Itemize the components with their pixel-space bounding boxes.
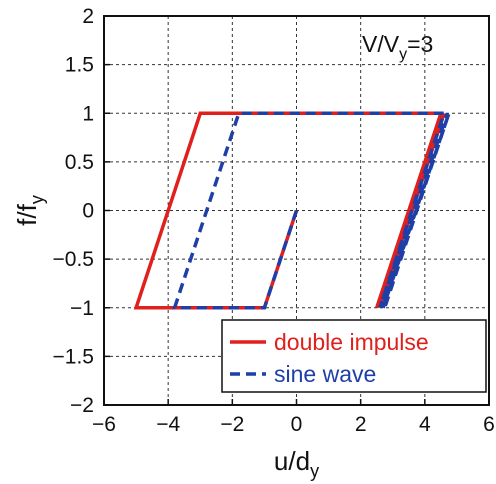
x-tick-label: −4	[156, 413, 180, 436]
x-tick-label: −2	[220, 413, 244, 436]
legend-box	[221, 319, 487, 393]
legend: double impulse sine wave	[221, 319, 487, 393]
y-tick-label: −0.5	[53, 248, 94, 271]
series-line-0-0	[133, 111, 446, 310]
y-axis-label: f/fy	[12, 195, 47, 226]
x-tick-label: 2	[355, 413, 367, 436]
ticks: −6 −4 −2 0 2 4 6 −2 −1.5 −1 −0.5 0 0.5 1 1.5 2	[53, 5, 495, 436]
legend-label-double-impulse: double impulse	[274, 329, 429, 355]
y-tick-label: 2	[82, 5, 94, 28]
y-tick-label: −2	[70, 394, 94, 417]
x-axis-label: u/dy	[274, 446, 319, 481]
y-tick-label: 1.5	[65, 54, 94, 77]
x-tick-label: −6	[92, 413, 116, 436]
x-axis-label-sub: y	[310, 461, 319, 481]
x-tick-label: 4	[419, 413, 431, 436]
y-tick-label: 1	[82, 102, 94, 125]
series-line-1-0	[172, 111, 451, 310]
annotation-main: V/V	[362, 31, 400, 57]
y-axis-label-main: f/f	[12, 203, 42, 225]
y-tick-label: −1.5	[53, 345, 94, 368]
y-tick-label: 0.5	[65, 151, 94, 174]
x-tick-label: 0	[291, 413, 303, 436]
legend-label-sine-wave: sine wave	[274, 361, 376, 387]
y-tick-label: 0	[82, 200, 94, 223]
annotation-tail: =3	[407, 31, 433, 57]
annotation-sub: y	[399, 46, 407, 63]
y-tick-label: −1	[70, 297, 94, 320]
x-axis-label-main: u/d	[274, 446, 310, 476]
series-layer	[133, 111, 451, 310]
y-axis-label-sub: y	[27, 195, 47, 204]
x-tick-label: 6	[483, 413, 495, 436]
annotation: V/Vy=3	[362, 31, 433, 63]
